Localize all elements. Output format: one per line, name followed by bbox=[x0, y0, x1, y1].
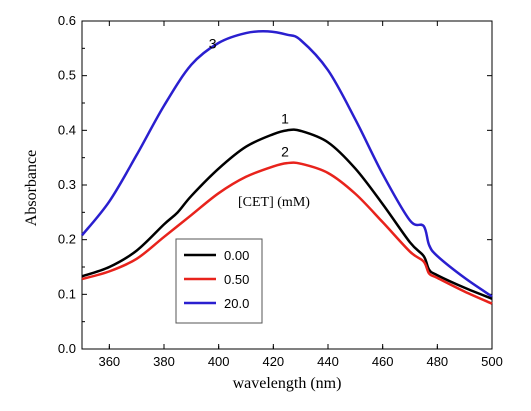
curve-label-3: 3 bbox=[209, 35, 217, 51]
y-tick-label-6: 0.6 bbox=[58, 13, 76, 28]
curve-label-2: 2 bbox=[281, 143, 289, 159]
series-line-0.00 bbox=[81, 128, 493, 300]
y-axis-title: Absorbance bbox=[23, 150, 40, 226]
x-tick-label-4: 440 bbox=[317, 354, 339, 369]
x-tick-label-1: 380 bbox=[153, 354, 175, 369]
legend: 0.00 0.50 20.0 bbox=[175, 238, 263, 324]
y-tick-label-3: 0.3 bbox=[58, 177, 76, 192]
legend-entry-0.00: 0.00 bbox=[224, 248, 249, 263]
axes: 360 380 400 420 440 460 480 500 0.0 0.1 0.2 0.3 0.4 0… bbox=[58, 13, 503, 369]
x-tick-label-6: 480 bbox=[426, 354, 448, 369]
y-tick-label-0: 0.0 bbox=[58, 341, 76, 356]
legend-entry-20.0: 20.0 bbox=[224, 296, 249, 311]
series-line-20.0 bbox=[81, 30, 493, 298]
curve-labels: 1 2 3 bbox=[209, 35, 289, 159]
y-tick-label-5: 0.5 bbox=[58, 68, 76, 83]
curve-label-1: 1 bbox=[281, 111, 289, 127]
x-tick-label-5: 460 bbox=[372, 354, 394, 369]
x-tick-label-2: 400 bbox=[208, 354, 230, 369]
x-tick-label-3: 420 bbox=[262, 354, 284, 369]
x-tick-label-7: 500 bbox=[481, 354, 503, 369]
plot-frame bbox=[81, 20, 493, 350]
x-tick-label-0: 360 bbox=[98, 354, 120, 369]
x-axis-title: wavelength (nm) bbox=[233, 375, 342, 392]
legend-box bbox=[175, 238, 263, 324]
curves bbox=[81, 30, 493, 305]
series-line-0.50 bbox=[81, 161, 493, 305]
y-tick-label-1: 0.1 bbox=[58, 286, 76, 301]
legend-title: [CET] (mM) bbox=[238, 195, 310, 210]
legend-entry-0.50: 0.50 bbox=[224, 272, 249, 287]
y-tick-label-4: 0.4 bbox=[58, 122, 76, 137]
y-tick-label-2: 0.2 bbox=[58, 232, 76, 247]
